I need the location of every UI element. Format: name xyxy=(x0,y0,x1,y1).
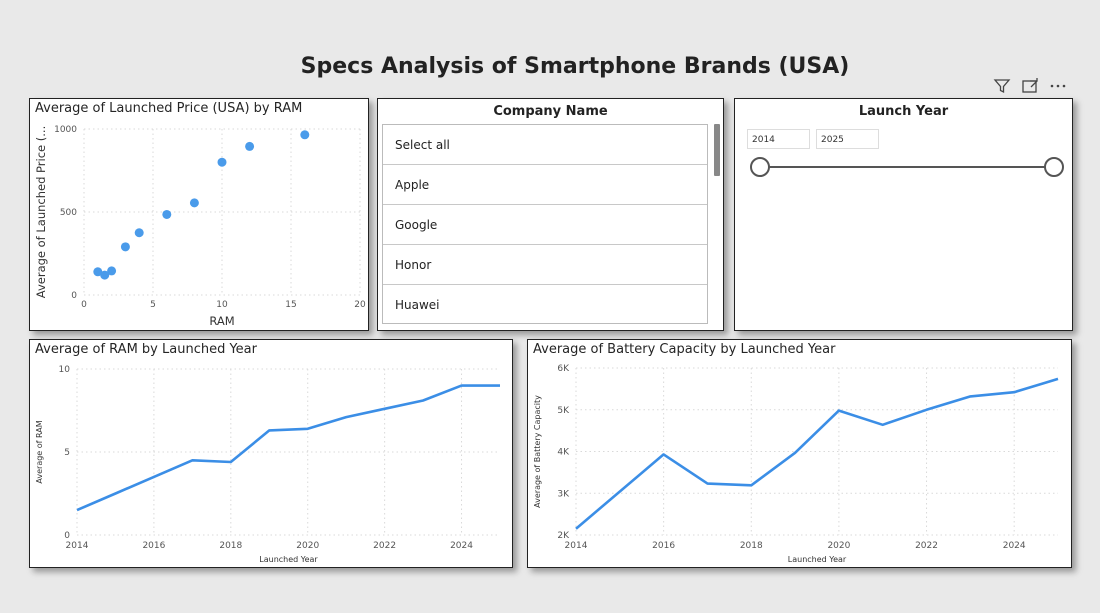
battery-chart-title: Average of Battery Capacity by Launched … xyxy=(533,342,836,357)
company-slicer-panel: Company Name Select all Apple Google Hon… xyxy=(377,98,724,331)
y-tick-label: 1000 xyxy=(54,125,77,135)
data-point xyxy=(300,130,310,140)
y-tick-label: 5K xyxy=(557,406,570,416)
y-axis-label: Average of Battery Capacity xyxy=(533,395,542,508)
company-item-select-all[interactable]: Select all xyxy=(383,125,707,165)
x-tick-label: 2014 xyxy=(66,541,89,551)
x-tick-label: 2018 xyxy=(219,541,242,551)
x-axis-label: Launched Year xyxy=(259,555,318,564)
x-tick-label: 2018 xyxy=(740,541,763,551)
company-item-google[interactable]: Google xyxy=(383,205,707,245)
ram-line-chart-panel[interactable]: Average of RAM by Launched Year 0 5 10 2014… xyxy=(29,339,513,568)
year-slider-track[interactable] xyxy=(759,166,1053,168)
x-tick-label: 2016 xyxy=(142,541,165,551)
ram-chart-title: Average of RAM by Launched Year xyxy=(35,342,257,357)
x-tick-label: 2022 xyxy=(373,541,396,551)
company-list-scrollbar[interactable] xyxy=(714,124,720,176)
x-tick-label: 2016 xyxy=(652,541,675,551)
x-axis-label: Launched Year xyxy=(788,555,847,564)
scatter-chart-title: Average of Launched Price (USA) by RAM xyxy=(35,101,303,116)
y-tick-label: 10 xyxy=(59,365,71,375)
scatter-chart-panel[interactable]: Average of Launched Price (USA) by RAM 0… xyxy=(29,98,369,331)
y-tick-label: 500 xyxy=(60,208,77,218)
x-tick-label: 2024 xyxy=(450,541,473,551)
y-tick-label: 3K xyxy=(557,489,570,499)
battery-line-chart: 2K 3K 4K 5K 6K 2014 2016 2018 2020 2022 2024 Launch… xyxy=(533,364,1059,564)
year-slicer-panel: Launch Year 2014 2025 xyxy=(734,98,1073,331)
filter-icon[interactable] xyxy=(993,78,1011,94)
x-tick-label: 20 xyxy=(354,300,366,310)
data-point xyxy=(93,267,103,277)
x-tick-label: 10 xyxy=(216,300,228,310)
x-tick-label: 5 xyxy=(150,300,156,310)
data-point xyxy=(134,228,144,238)
page-title: Specs Analysis of Smartphone Brands (USA… xyxy=(300,54,850,79)
x-tick-label: 2014 xyxy=(565,541,588,551)
data-point xyxy=(100,270,110,280)
x-tick-label: 15 xyxy=(285,300,296,310)
series-line xyxy=(575,377,1059,530)
y-tick-label: 0 xyxy=(71,291,77,301)
company-item-huawei[interactable]: Huawei xyxy=(383,285,707,323)
data-point xyxy=(189,198,199,208)
visual-toolbar xyxy=(993,78,1067,94)
y-tick-label: 5 xyxy=(64,448,70,458)
scatter-chart: 0 500 1000 0 5 10 15 20 RAM Average of Launched P… xyxy=(34,125,366,328)
ram-line-chart: 0 5 10 2014 2016 2018 2020 2022 2024 Launched Yea… xyxy=(35,365,500,564)
data-point xyxy=(120,242,130,252)
battery-line-chart-panel[interactable]: Average of Battery Capacity by Launched … xyxy=(527,339,1072,568)
y-axis-label: Average of RAM xyxy=(35,420,44,483)
y-tick-label: 6K xyxy=(557,364,570,374)
year-start-input[interactable]: 2014 xyxy=(747,129,810,149)
x-tick-label: 2020 xyxy=(296,541,319,551)
x-tick-label: 2024 xyxy=(1003,541,1026,551)
data-point xyxy=(245,141,255,151)
company-list: Select all Apple Google Honor Huawei xyxy=(382,124,708,324)
data-point xyxy=(162,209,172,219)
year-slider-start-handle[interactable] xyxy=(750,157,770,177)
year-slicer-title: Launch Year xyxy=(858,104,949,119)
year-end-input[interactable]: 2025 xyxy=(816,129,879,149)
x-tick-label: 2020 xyxy=(827,541,850,551)
y-tick-label: 2K xyxy=(557,531,570,541)
y-axis-label: Average of Launched Price (... xyxy=(34,126,48,298)
data-point xyxy=(217,157,227,167)
more-options-icon[interactable] xyxy=(1049,78,1067,94)
y-tick-label: 4K xyxy=(557,448,570,458)
company-item-apple[interactable]: Apple xyxy=(383,165,707,205)
series-line xyxy=(76,384,500,512)
x-tick-label: 0 xyxy=(81,300,87,310)
focus-mode-icon[interactable] xyxy=(1021,78,1039,94)
data-point xyxy=(107,266,117,276)
year-slider-end-handle[interactable] xyxy=(1044,157,1064,177)
y-tick-label: 0 xyxy=(64,531,70,541)
x-axis-label: RAM xyxy=(209,314,234,328)
x-tick-label: 2022 xyxy=(915,541,938,551)
company-item-honor[interactable]: Honor xyxy=(383,245,707,285)
company-slicer-title: Company Name xyxy=(493,104,608,119)
